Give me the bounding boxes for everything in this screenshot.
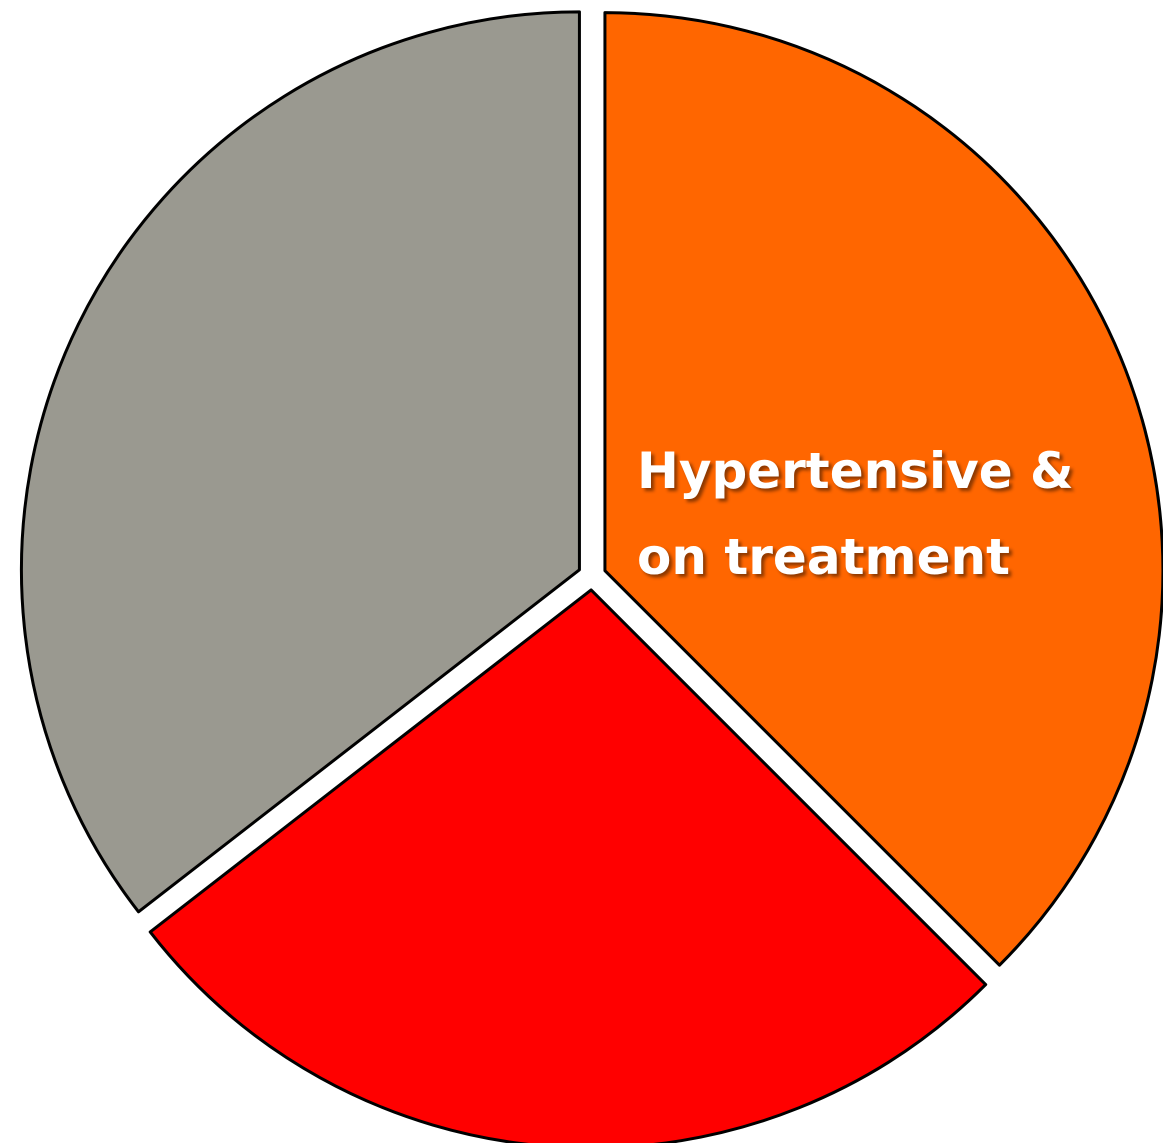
pie-slice — [603, 11, 1163, 967]
slice-label: Hypertensive & on treatment — [637, 442, 1074, 586]
pie-slice — [148, 588, 988, 1143]
pie-slice — [19, 10, 581, 914]
